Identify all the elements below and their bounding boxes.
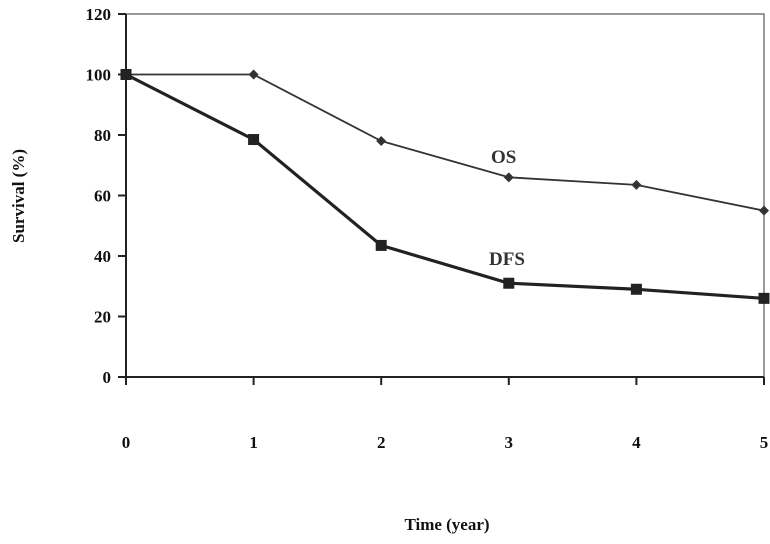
x-tick-label: 2 [377,433,386,452]
data-point-dfs [630,283,642,295]
series-label-dfs: DFS [489,249,525,270]
series-layer [120,69,770,304]
series-label-os: OS [491,147,516,168]
plot-area-frame [125,13,765,378]
y-tick-label: 120 [86,5,112,24]
y-tick-label: 0 [103,368,112,387]
data-point-os [376,136,387,147]
y-axis-ticks: 0 20 40 60 80 100 120 [86,5,126,387]
data-point-os [503,172,514,183]
y-tick-label: 80 [94,126,111,145]
y-tick-label: 60 [94,187,111,206]
series-line-dfs [125,73,765,300]
data-point-dfs [375,239,387,251]
y-axis-title: Survival (%) [9,149,28,243]
data-point-os [759,205,769,216]
x-axis-title: Time (year) [404,515,489,534]
data-point-dfs [503,277,515,289]
y-tick-label: 100 [86,66,112,85]
data-point-os [248,69,259,80]
x-axis-ticks: 0 1 2 3 4 5 [122,377,769,452]
y-tick-label: 40 [94,247,111,266]
x-tick-label: 1 [249,433,258,452]
data-point-dfs [758,292,770,304]
x-tick-label: 3 [505,433,514,452]
data-point-os [631,179,642,190]
x-tick-label: 5 [760,433,769,452]
data-point-dfs [248,134,260,146]
data-point-dfs [120,69,132,80]
x-tick-label: 0 [122,433,131,452]
y-tick-label: 20 [94,308,111,327]
series-line-os [126,73,765,212]
x-tick-label: 4 [632,433,641,452]
